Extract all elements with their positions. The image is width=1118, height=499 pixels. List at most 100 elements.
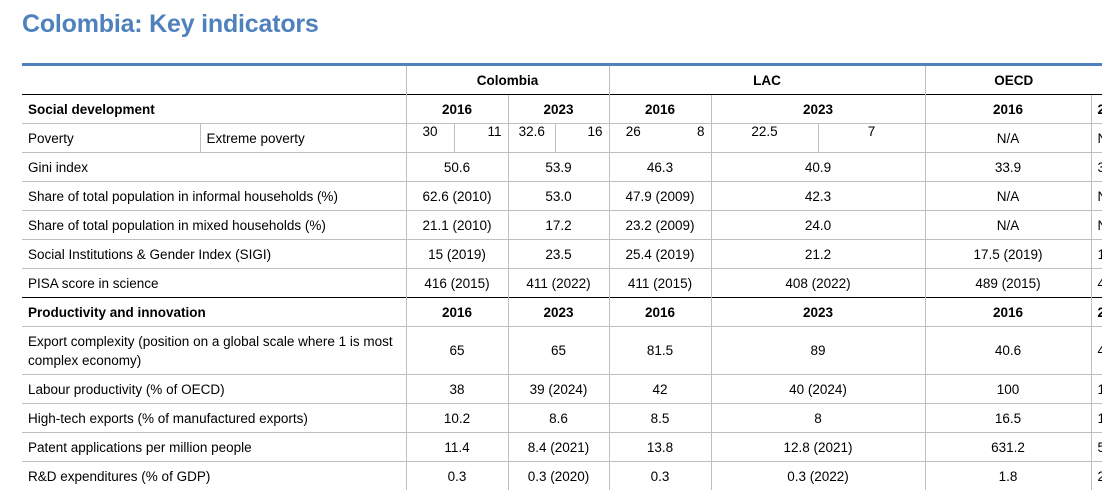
value-cell: 10.2 (405, 403, 508, 433)
value-cell: 53.0 (507, 181, 610, 211)
value-cell: 22.5 (712, 124, 819, 152)
value-cell: 40.9 (710, 152, 926, 182)
value-cell: 81.5 (608, 326, 712, 375)
value-cell: 40 (2024) (710, 374, 926, 404)
value-cell: 34.5 (1090, 152, 1103, 182)
table-row: R&D expenditures (% of GDP) 0.3 0.3 (202… (22, 461, 1103, 490)
value-cell: 7 (867, 124, 876, 140)
table-row: Patent applications per million people 1… (22, 432, 1103, 462)
value-cell: N/A (1090, 210, 1103, 240)
row-label: R&D expenditures (% of GDP) (22, 461, 406, 490)
group-oecd: OECD (924, 66, 1103, 95)
table-row: Social Institutions & Gender Index (SIGI… (22, 239, 1103, 269)
value-cell: 38 (405, 374, 508, 404)
group-colombia: Colombia (405, 66, 610, 95)
value-cell: 89 (710, 326, 926, 375)
value-cell: 53.9 (507, 152, 610, 182)
row-label: Gini index (22, 152, 406, 182)
table-row: Labour productivity (% of OECD) 38 39 (2… (22, 374, 1103, 404)
value-cell: 8 (697, 124, 705, 140)
value-cell: 0.3 (405, 461, 508, 490)
row-label: Patent applications per million people (22, 432, 406, 462)
table-row: High-tech exports (% of manufactured exp… (22, 403, 1103, 433)
value-cell: 62.6 (2010) (405, 181, 508, 211)
row-label: Export complexity (position on a global … (22, 326, 406, 375)
year-header: 2023 (710, 94, 926, 124)
value-cell: N/A (924, 123, 1092, 153)
row-sublabel: Extreme poverty (199, 123, 406, 153)
value-cell: 12.8 (2021) (710, 432, 926, 462)
table-row: Share of total population in informal ho… (22, 181, 1103, 211)
value-cell: 100 (924, 374, 1092, 404)
value-cell: 65 (405, 326, 508, 375)
value-cell: 411 (2022) (507, 268, 610, 298)
value-cell: 42.3 (710, 181, 926, 211)
value-cell: 2.1 (2022) (1090, 461, 1103, 490)
year-header: 2016 (405, 297, 508, 327)
value-cell: 17.5 (2019) (924, 239, 1092, 269)
value-cell: 33.9 (924, 152, 1092, 182)
value-cell: 485 (1090, 268, 1103, 298)
split-cell: 32.6 16 (507, 123, 610, 153)
value-cell: 46.3 (608, 152, 712, 182)
value-cell: 1.8 (924, 461, 1092, 490)
table-row: Poverty Extreme poverty 30 11 32.6 16 26 8 … (22, 123, 1103, 153)
value-cell: 11.4 (405, 432, 508, 462)
value-cell: 13.8 (608, 432, 712, 462)
split-cell: 26 8 (608, 123, 712, 153)
value-cell: 17.2 (507, 210, 610, 240)
value-cell: 16.5 (924, 403, 1092, 433)
year-header: 2023 (507, 297, 610, 327)
split-cell: 22.5 7 (710, 123, 926, 153)
year-header: 2022 (1090, 94, 1103, 124)
value-cell: 16 (587, 124, 603, 140)
value-cell: 47.9 (2009) (608, 181, 712, 211)
year-header: 2016 (924, 94, 1092, 124)
table-row: Export complexity (position on a global … (22, 326, 1103, 375)
value-cell: 11 (487, 124, 502, 140)
value-cell: 15.3 (2023) (1090, 239, 1103, 269)
value-cell: 572.8 (2021) (1090, 432, 1103, 462)
row-label: Poverty (22, 123, 200, 153)
value-cell: 23.2 (2009) (608, 210, 712, 240)
value-cell: 42 (608, 374, 712, 404)
value-cell: 8.6 (507, 403, 610, 433)
value-cell: N/A (1090, 181, 1103, 211)
row-label: Labour productivity (% of OECD) (22, 374, 406, 404)
value-cell: 489 (2015) (924, 268, 1092, 298)
value-cell: 30 (407, 124, 455, 152)
value-cell: 44.6 (1090, 326, 1103, 375)
value-cell: 26 (625, 124, 641, 140)
value-cell: 631.2 (924, 432, 1092, 462)
year-header: 2023 (1090, 297, 1103, 327)
social-heading-row: Social development 2016 2023 2016 2023 2… (22, 94, 1103, 124)
table-row: PISA score in science 416 (2015) 411 (20… (22, 268, 1103, 298)
row-label: High-tech exports (% of manufactured exp… (22, 403, 406, 433)
split-cell: 30 11 (405, 123, 508, 153)
row-label: Share of total population in informal ho… (22, 181, 406, 211)
row-label: PISA score in science (22, 268, 406, 298)
value-cell: 39 (2024) (507, 374, 610, 404)
value-cell: 15 (2019) (405, 239, 508, 269)
year-header: 2016 (924, 297, 1092, 327)
year-header: 2016 (405, 94, 508, 124)
value-cell: 0.3 (608, 461, 712, 490)
value-cell: 25.4 (2019) (608, 239, 712, 269)
value-cell: N/A (924, 181, 1092, 211)
value-cell: N/A (924, 210, 1092, 240)
year-header: 2016 (608, 297, 712, 327)
productivity-heading-row: Productivity and innovation 2016 2023 20… (22, 297, 1103, 327)
value-cell: 24.0 (710, 210, 926, 240)
group-lac: LAC (608, 66, 926, 95)
value-cell: 18.1 (1090, 403, 1103, 433)
table-row: Share of total population in mixed house… (22, 210, 1103, 240)
value-cell: 0.3 (2020) (507, 461, 610, 490)
row-label: Share of total population in mixed house… (22, 210, 406, 240)
group-header-row: Colombia LAC OECD (22, 66, 1103, 95)
value-cell: 40.6 (924, 326, 1092, 375)
value-cell: 21.1 (2010) (405, 210, 508, 240)
value-cell: 32.6 (509, 124, 557, 152)
value-cell: 0.3 (2022) (710, 461, 926, 490)
value-cell: 23.5 (507, 239, 610, 269)
row-label: Social Institutions & Gender Index (SIGI… (22, 239, 406, 269)
